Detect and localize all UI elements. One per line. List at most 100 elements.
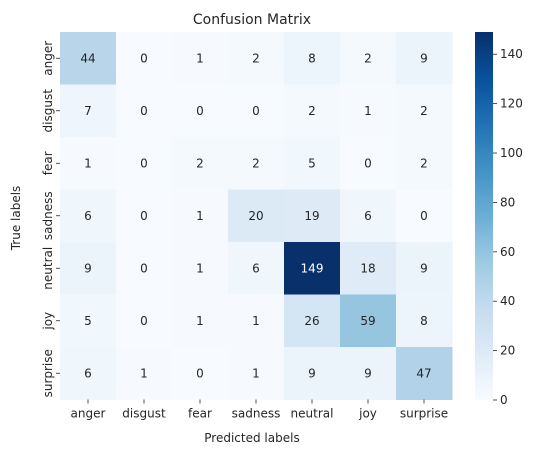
cell-value-label: 1 — [196, 209, 204, 223]
cell-value-label: 2 — [196, 156, 204, 170]
heatmap-cell — [116, 294, 173, 348]
heatmap-cell — [60, 242, 117, 295]
heatmap-cell — [340, 347, 397, 400]
y-tick-label: surprise — [41, 349, 55, 397]
y-axis-label: True labels — [9, 186, 23, 252]
cell-value-label: 0 — [252, 104, 260, 118]
heatmap-cell — [116, 242, 173, 295]
heatmap-cell — [172, 84, 229, 138]
heatmap-cell — [228, 294, 285, 348]
heatmap-cell — [172, 347, 229, 400]
colorbar-tick-label: 40 — [500, 294, 515, 308]
y-axis-ticks: anger disgust fear sadness neutral joy surpris… — [41, 41, 60, 397]
cell-value-label: 0 — [140, 156, 148, 170]
y-tick-label: joy — [41, 312, 55, 331]
cell-value-label: 59 — [360, 314, 375, 328]
cell-value-label: 0 — [140, 104, 148, 118]
heatmap-cell — [340, 294, 397, 348]
cell-value-label: 0 — [196, 366, 204, 380]
colorbar-tick-label: 80 — [500, 195, 515, 209]
cell-value-label: 0 — [196, 104, 204, 118]
cell-value-label: 0 — [140, 261, 148, 275]
cell-value-label: 6 — [84, 209, 92, 223]
heatmap-cell — [172, 294, 229, 348]
heatmap-cell — [60, 84, 117, 138]
cell-value-label: 1 — [84, 156, 92, 170]
heatmap-cell — [60, 347, 117, 400]
x-tick-label: fear — [188, 407, 212, 421]
heatmap-cell — [284, 32, 341, 85]
x-tick-label: disgust — [122, 407, 166, 421]
colorbar-tick-label: 100 — [500, 146, 523, 160]
heatmap-cell — [284, 84, 341, 138]
heatmap-cell — [284, 347, 341, 400]
x-tick-label: surprise — [400, 407, 448, 421]
colorbar-tick-label: 0 — [500, 393, 508, 407]
heatmap-cell — [116, 347, 173, 400]
cell-value-label: 8 — [308, 51, 316, 65]
heatmap-cell — [284, 294, 341, 348]
y-tick-label: anger — [41, 41, 55, 76]
cell-value-label: 20 — [248, 209, 263, 223]
cell-value-label: 9 — [364, 366, 372, 380]
heatmap-cell — [396, 32, 453, 85]
x-axis-ticks: anger disgust fear sadness neutral joy surpris… — [71, 399, 448, 421]
cell-value-label: 2 — [420, 104, 428, 118]
heatmap-cell — [60, 189, 117, 243]
colorbar-tick-label: 60 — [500, 245, 515, 259]
cell-value-label: 6 — [364, 209, 372, 223]
heatmap-cell — [340, 84, 397, 138]
heatmap-cell — [228, 137, 285, 190]
cell-value-label: 2 — [252, 156, 260, 170]
heatmap-cell — [116, 84, 173, 138]
cell-value-label: 47 — [416, 366, 431, 380]
heatmap-cell — [116, 189, 173, 243]
cell-value-label: 1 — [140, 366, 148, 380]
y-tick-label: disgust — [41, 89, 55, 133]
colorbar-ticks: 0 20 40 60 80 100 120 140 — [493, 47, 523, 407]
cell-value-label: 0 — [140, 51, 148, 65]
y-tick-label: sadness — [41, 191, 55, 240]
heatmap-cell — [340, 242, 397, 295]
heatmap-cell — [340, 137, 397, 190]
cell-value-label: 8 — [420, 314, 428, 328]
heatmap-cell — [172, 189, 229, 243]
heatmap-cell — [284, 242, 341, 295]
heatmap-cell — [60, 294, 117, 348]
y-tick-label: neutral — [41, 247, 55, 290]
heatmap-cell — [396, 189, 453, 243]
cell-value-label: 1 — [252, 366, 260, 380]
heatmap-cell — [116, 137, 173, 190]
heatmap-cell — [60, 137, 117, 190]
cell-value-label: 0 — [364, 156, 372, 170]
cell-value-label: 1 — [364, 104, 372, 118]
heatmap-cell — [284, 189, 341, 243]
heatmap-cell — [396, 84, 453, 138]
cell-value-label: 9 — [308, 366, 316, 380]
heatmap-cell — [228, 32, 285, 85]
cell-value-label: 6 — [252, 261, 260, 275]
cell-value-label: 44 — [80, 51, 95, 65]
y-tick-label: fear — [41, 151, 55, 175]
cell-value-label: 5 — [84, 314, 92, 328]
colorbar-tick-label: 140 — [500, 47, 523, 61]
heatmap-cell — [228, 189, 285, 243]
heatmap-cell — [172, 32, 229, 85]
heatmap-cell — [396, 137, 453, 190]
cell-value-label: 1 — [252, 314, 260, 328]
cell-value-label: 2 — [308, 104, 316, 118]
chart-title: Confusion Matrix — [193, 12, 311, 28]
cell-value-label: 6 — [84, 366, 92, 380]
cell-value-label: 19 — [304, 209, 319, 223]
cell-value-label: 26 — [304, 314, 319, 328]
heatmap-cell — [228, 242, 285, 295]
heatmap-cell — [284, 137, 341, 190]
x-tick-label: sadness — [232, 407, 281, 421]
heatmap-cell — [172, 242, 229, 295]
heatmap-cell — [396, 294, 453, 348]
cell-value-label: 2 — [364, 51, 372, 65]
cell-value-label: 149 — [301, 261, 324, 275]
heatmap-cell — [60, 32, 117, 85]
colorbar-tick-label: 20 — [500, 344, 515, 358]
